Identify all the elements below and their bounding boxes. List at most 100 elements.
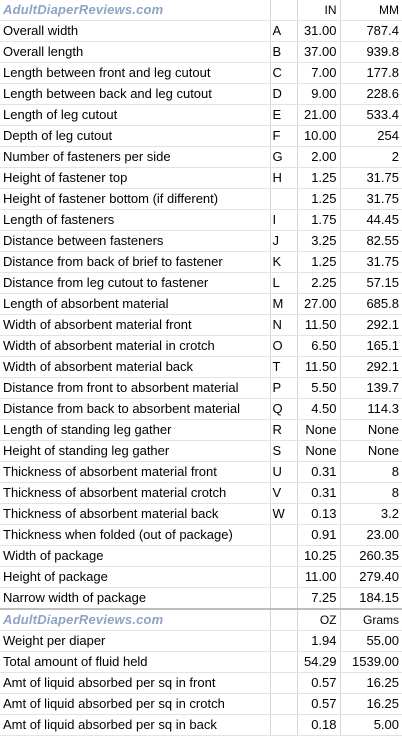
table-row: Distance from back of brief to fastener K…	[0, 251, 402, 273]
row-value-in: 7.00	[296, 62, 340, 84]
row-code: F	[269, 125, 297, 147]
row-value-mm: 787.4	[339, 20, 402, 42]
row-value-grams: 16.25	[339, 693, 402, 715]
row-value-in: 10.25	[296, 545, 340, 567]
table-row: Distance between fasteners J 3.25 82.55	[0, 230, 402, 252]
row-value-mm: 57.15	[339, 272, 402, 294]
table-row: Amt of liquid absorbed per sq in back 0.1…	[0, 714, 402, 736]
row-value-in: 4.50	[296, 398, 340, 420]
row-code: H	[269, 167, 297, 189]
row-value-oz: 54.29	[296, 651, 340, 673]
row-value-oz: 1.94	[296, 630, 340, 652]
row-label: Height of standing leg gather	[0, 440, 270, 462]
row-label: Width of absorbent material in crotch	[0, 335, 270, 357]
row-value-in: 2.25	[296, 272, 340, 294]
row-code	[269, 714, 297, 736]
row-value-in: 0.31	[296, 461, 340, 483]
table-row: Height of fastener bottom (if different)…	[0, 188, 402, 210]
row-code	[269, 566, 297, 588]
row-code	[269, 188, 297, 210]
row-code: J	[269, 230, 297, 252]
row-value-in: 10.00	[296, 125, 340, 147]
row-code: L	[269, 272, 297, 294]
row-value-mm: None	[339, 419, 402, 441]
row-label: Amt of liquid absorbed per sq in back	[0, 714, 270, 736]
row-value-mm: None	[339, 440, 402, 462]
row-value-mm: 139.7	[339, 377, 402, 399]
row-value-mm: 31.75	[339, 167, 402, 189]
row-label: Distance between fasteners	[0, 230, 270, 252]
row-value-in: 2.00	[296, 146, 340, 168]
row-code: Q	[269, 398, 297, 420]
row-value-mm: 3.2	[339, 503, 402, 525]
table-row: Width of absorbent material in crotch O 6.…	[0, 335, 402, 357]
row-value-mm: 184.15	[339, 587, 402, 610]
table-row: Overall width A 31.00 787.4	[0, 20, 402, 42]
row-value-in: 0.91	[296, 524, 340, 546]
row-label: Distance from leg cutout to fastener	[0, 272, 270, 294]
table-row: Depth of leg cutout F 10.00 254	[0, 125, 402, 147]
row-code: C	[269, 62, 297, 84]
table-row: Amt of liquid absorbed per sq in front 0.…	[0, 672, 402, 694]
row-value-mm: 8	[339, 461, 402, 483]
row-value-in: 5.50	[296, 377, 340, 399]
row-label: Length of standing leg gather	[0, 419, 270, 441]
row-code: U	[269, 461, 297, 483]
row-label: Thickness when folded (out of package)	[0, 524, 270, 546]
row-code	[269, 693, 297, 715]
row-code: T	[269, 356, 297, 378]
site-watermark: AdultDiaperReviews.com	[0, 0, 270, 21]
row-label: Height of package	[0, 566, 270, 588]
row-label: Number of fasteners per side	[0, 146, 270, 168]
row-value-mm: 939.8	[339, 41, 402, 63]
row-label: Height of fastener top	[0, 167, 270, 189]
row-label: Length of leg cutout	[0, 104, 270, 126]
table-row: Thickness of absorbent material front U 0.…	[0, 461, 402, 483]
row-value-grams: 5.00	[339, 714, 402, 736]
row-label: Amt of liquid absorbed per sq in crotch	[0, 693, 270, 715]
table-row: Narrow width of package 7.25 184.15	[0, 587, 402, 610]
row-value-in: 11.00	[296, 566, 340, 588]
row-value-mm: 23.00	[339, 524, 402, 546]
row-code: P	[269, 377, 297, 399]
row-value-mm: 165.1	[339, 335, 402, 357]
row-value-in: 11.50	[296, 314, 340, 336]
unit-mm-header: MM	[339, 0, 402, 21]
table-row: Width of absorbent material front N 11.50 2…	[0, 314, 402, 336]
row-code: W	[269, 503, 297, 525]
table-row: Number of fasteners per side G 2.00 2	[0, 146, 402, 168]
row-value-in: 0.13	[296, 503, 340, 525]
row-value-in: 21.00	[296, 104, 340, 126]
row-value-mm: 533.4	[339, 104, 402, 126]
table-row: Length of standing leg gather R None None	[0, 419, 402, 441]
site-watermark: AdultDiaperReviews.com	[0, 608, 270, 631]
row-value-in: 6.50	[296, 335, 340, 357]
table-row: Distance from back to absorbent material…	[0, 398, 402, 420]
table-row: Weight per diaper 1.94 55.00	[0, 630, 402, 652]
table-row: Length of absorbent material M 27.00 685.8	[0, 293, 402, 315]
row-value-in: 0.31	[296, 482, 340, 504]
row-value-in: 1.75	[296, 209, 340, 231]
row-label: Narrow width of package	[0, 587, 270, 610]
row-label: Height of fastener bottom (if different)	[0, 188, 270, 210]
row-label: Distance from front to absorbent materia…	[0, 377, 270, 399]
table-row: Distance from front to absorbent materia…	[0, 377, 402, 399]
header-code-cell	[269, 0, 297, 21]
row-value-in: 1.25	[296, 188, 340, 210]
table-row: Length of leg cutout E 21.00 533.4	[0, 104, 402, 126]
row-label: Length between front and leg cutout	[0, 62, 270, 84]
row-value-in: 37.00	[296, 41, 340, 63]
row-label: Weight per diaper	[0, 630, 270, 652]
table-row: Height of package 11.00 279.40	[0, 566, 402, 588]
row-code: G	[269, 146, 297, 168]
weight-header-row: AdultDiaperReviews.com OZ Grams	[0, 608, 402, 631]
row-label: Amt of liquid absorbed per sq in front	[0, 672, 270, 694]
row-value-in: 11.50	[296, 356, 340, 378]
table-row: Width of package 10.25 260.35	[0, 545, 402, 567]
row-label: Overall width	[0, 20, 270, 42]
row-code	[269, 672, 297, 694]
row-value-mm: 177.8	[339, 62, 402, 84]
row-label: Total amount of fluid held	[0, 651, 270, 673]
row-label: Width of absorbent material back	[0, 356, 270, 378]
row-code: E	[269, 104, 297, 126]
